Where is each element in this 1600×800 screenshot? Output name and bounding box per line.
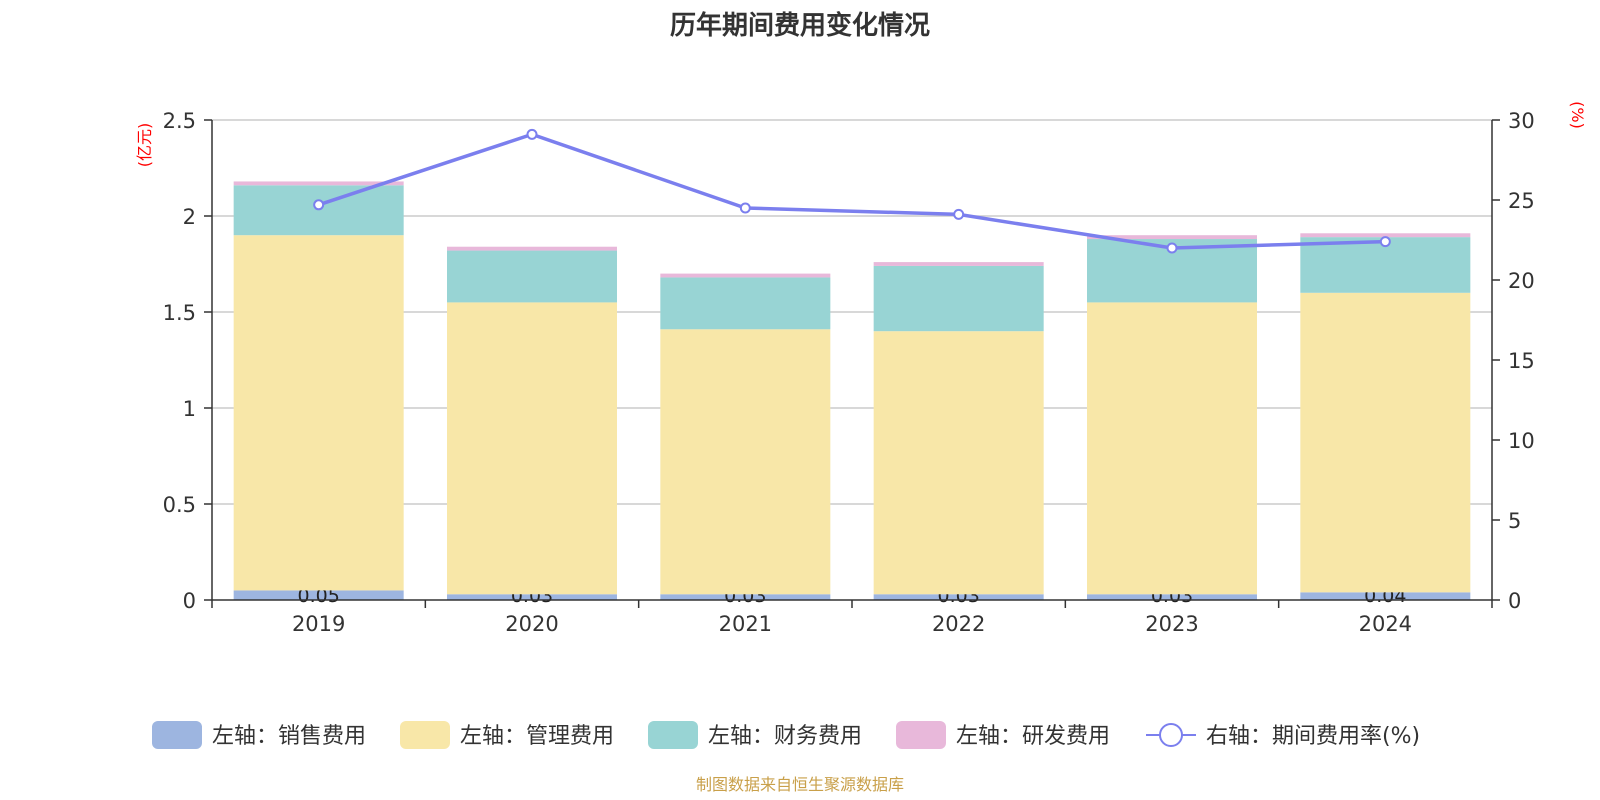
- bar-segment: [447, 250, 617, 303]
- left-axis-tick-label: 2: [183, 205, 196, 229]
- left-axis-tick-label: 0.5: [163, 493, 196, 517]
- right-axis-tick-label: 25: [1508, 189, 1535, 213]
- legend-swatch: [648, 721, 698, 749]
- rate-point: [953, 208, 965, 220]
- bar-segment: [1087, 302, 1257, 595]
- bar-segment: [447, 594, 617, 600]
- legend-label: 左轴：财务费用: [708, 724, 862, 749]
- left-axis-tick-label: 1: [183, 397, 196, 421]
- bar-segment: [1300, 292, 1471, 593]
- left-axis-unit: (亿元): [135, 123, 154, 168]
- legend-swatch-marker: [1159, 723, 1183, 747]
- legend-swatch: [896, 721, 946, 749]
- x-axis-tick-label: 2024: [1359, 612, 1412, 636]
- bar-segment: [873, 331, 1044, 595]
- bar-segment: [1300, 233, 1471, 238]
- bar-segment: [660, 329, 831, 595]
- chart-title: 历年期间费用变化情况: [670, 10, 930, 41]
- rate-point: [739, 202, 751, 214]
- x-axis-tick-label: 2023: [1145, 612, 1198, 636]
- legend-label: 左轴：研发费用: [956, 724, 1110, 749]
- right-axis-tick-label: 30: [1508, 109, 1535, 133]
- bar-segment: [873, 262, 1044, 266]
- legend-swatch: [400, 721, 450, 749]
- left-axis-tick-label: 1.5: [163, 301, 196, 325]
- x-axis-tick-label: 2020: [505, 612, 558, 636]
- bar-segment: [660, 594, 831, 600]
- rate-point: [526, 128, 538, 140]
- bar-segment: [233, 590, 404, 600]
- rate-point: [1379, 236, 1391, 248]
- bars: 0.05 0.03 0.03 0.03 0.03 0.04: [233, 181, 1471, 607]
- right-axis-tick-label: 20: [1508, 269, 1535, 293]
- x-axis-tick-label: 2019: [292, 612, 345, 636]
- grid-lines: [212, 119, 1492, 505]
- legend-label: 右轴：期间费用率(%): [1206, 724, 1420, 749]
- bar-segment: [873, 594, 1044, 600]
- bar-segment: [660, 277, 831, 330]
- bar-segment: [233, 181, 404, 186]
- rate-point: [1166, 242, 1178, 254]
- rate-line: [313, 128, 1391, 254]
- legend-swatch: [152, 721, 202, 749]
- source-note: 制图数据来自恒生聚源数据库: [696, 775, 904, 794]
- bar-segment: [1087, 235, 1257, 240]
- bar-segment: [660, 273, 831, 278]
- x-axis-tick-label: 2022: [932, 612, 985, 636]
- bar-segment: [233, 235, 404, 591]
- legend: 左轴：销售费用 左轴：管理费用 左轴：财务费用 左轴：研发费用 右轴：期间费用率(%): [152, 721, 1420, 749]
- right-axis-tick-label: 0: [1508, 589, 1521, 613]
- right-axis-tick-label: 5: [1508, 509, 1521, 533]
- axes: 0 0.5 1 1.5 2 2.5 0 5 10 15 20 25 30 2019 2020 2021 2022…: [163, 109, 1535, 636]
- left-axis-tick-label: 0: [183, 589, 196, 613]
- bar-segment: [447, 246, 617, 251]
- right-axis-tick-label: 15: [1508, 349, 1535, 373]
- bar-segment: [447, 302, 617, 595]
- rate-line-path: [318, 132, 1386, 250]
- right-axis-tick-label: 10: [1508, 429, 1535, 453]
- legend-label: 左轴：管理费用: [460, 724, 614, 749]
- left-axis-tick-label: 2.5: [163, 109, 196, 133]
- x-axis-tick-label: 2021: [719, 612, 772, 636]
- bar-segment: [873, 265, 1044, 332]
- bar-segment: [1087, 594, 1257, 600]
- legend-label: 左轴：销售费用: [212, 724, 366, 749]
- right-axis-unit: (%): [1568, 101, 1587, 129]
- rate-point: [313, 199, 325, 211]
- bar-data-label: 0.05: [298, 585, 340, 607]
- bar-segment: [1300, 592, 1471, 600]
